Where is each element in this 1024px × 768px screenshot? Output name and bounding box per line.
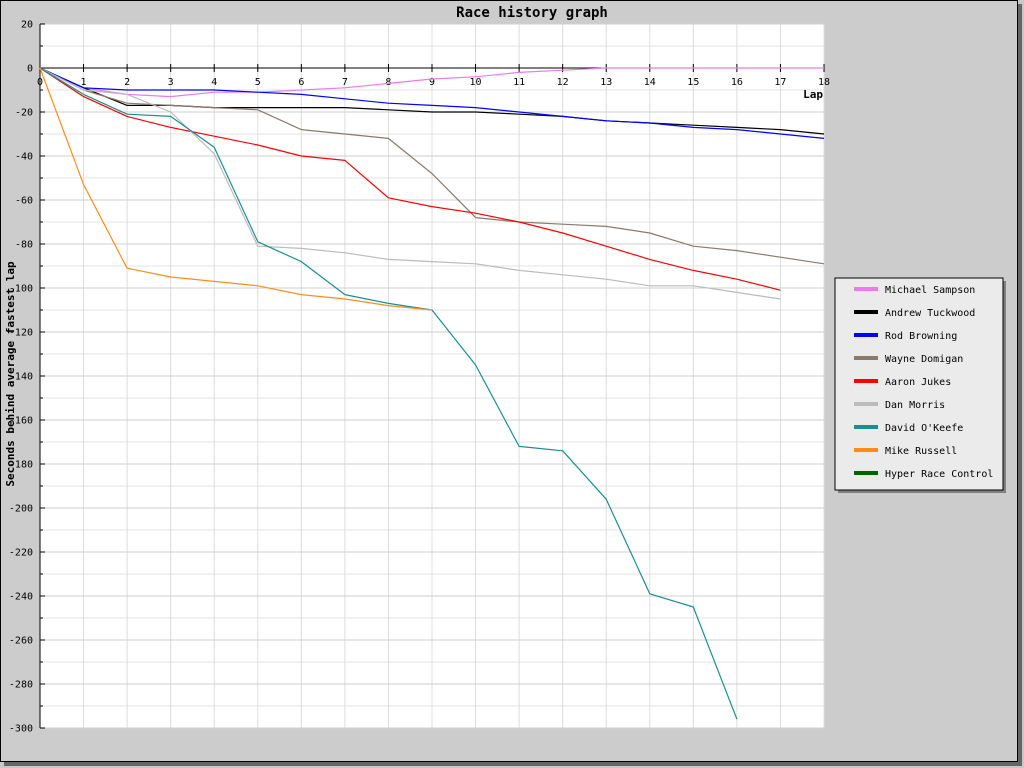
legend-swatch <box>854 425 878 429</box>
legend-label: David O'Keefe <box>885 423 963 434</box>
legend-swatch <box>854 287 878 291</box>
y-tick-label: -300 <box>9 724 33 735</box>
y-tick-label: -260 <box>9 636 33 647</box>
legend-swatch <box>854 333 878 337</box>
y-tick-label: -60 <box>15 196 33 207</box>
legend-label: Mike Russell <box>885 446 957 457</box>
x-tick-label: 4 <box>211 77 217 88</box>
series-line-dan-morris <box>39 67 781 300</box>
x-tick-label: 12 <box>557 77 569 88</box>
legend-label: Hyper Race Control <box>885 469 993 480</box>
y-axis-label: Seconds behind average fastest lap <box>4 261 17 487</box>
x-tick-label: 15 <box>687 77 699 88</box>
y-tick-label: -160 <box>9 416 33 427</box>
y-tick-label: -280 <box>9 680 33 691</box>
x-tick-label: 7 <box>342 77 348 88</box>
series-line-michael-sampson <box>39 67 824 98</box>
y-tick-label: -120 <box>9 328 33 339</box>
x-tick-label: 5 <box>255 77 261 88</box>
legend-label: Andrew Tuckwood <box>885 308 975 319</box>
legend-swatch <box>854 356 878 360</box>
x-tick-label: 0 <box>37 77 43 88</box>
x-axis-label: Lap <box>803 88 823 101</box>
x-tick-label: 11 <box>513 77 525 88</box>
x-tick-label: 3 <box>168 77 174 88</box>
chart-title: Race history graph <box>456 5 608 21</box>
series-line-aaron-jukes <box>39 67 781 291</box>
legend-label: Dan Morris <box>885 400 945 411</box>
legend-swatch <box>854 402 878 406</box>
y-tick-label: -240 <box>9 592 33 603</box>
x-tick-label: 9 <box>429 77 435 88</box>
series-line-mike-russell <box>39 67 433 311</box>
y-tick-label: -220 <box>9 548 33 559</box>
legend-label: Wayne Domigan <box>885 354 963 365</box>
legend-label: Michael Sampson <box>885 285 975 296</box>
legend-swatch <box>854 471 878 475</box>
x-tick-label: 6 <box>298 77 304 88</box>
series-line-rod-browning <box>39 67 825 139</box>
y-tick-label: 0 <box>27 64 33 75</box>
series-line-david-o-keefe <box>39 67 738 720</box>
x-tick-label: 18 <box>818 77 830 88</box>
series-line-wayne-domigan <box>39 67 825 265</box>
y-tick-label: -180 <box>9 460 33 471</box>
x-tick-label: 16 <box>731 77 743 88</box>
legend-swatch <box>854 310 878 314</box>
legend-swatch <box>854 379 878 383</box>
y-tick-label: -140 <box>9 372 33 383</box>
x-tick-label: 13 <box>600 77 612 88</box>
y-tick-label: -80 <box>15 240 33 251</box>
legend-swatch <box>854 448 878 452</box>
legend-label: Rod Browning <box>885 331 957 342</box>
x-tick-label: 1 <box>81 77 87 88</box>
x-tick-label: 14 <box>644 77 656 88</box>
y-tick-label: -40 <box>15 152 33 163</box>
x-tick-label: 10 <box>470 77 482 88</box>
y-tick-label: 20 <box>21 20 33 31</box>
y-tick-label: -200 <box>9 504 33 515</box>
x-tick-label: 17 <box>774 77 786 88</box>
legend-label: Aaron Jukes <box>885 377 951 388</box>
y-tick-label: -20 <box>15 108 33 119</box>
y-tick-label: -100 <box>9 284 33 295</box>
x-tick-label: 2 <box>124 77 130 88</box>
x-tick-label: 8 <box>385 77 391 88</box>
